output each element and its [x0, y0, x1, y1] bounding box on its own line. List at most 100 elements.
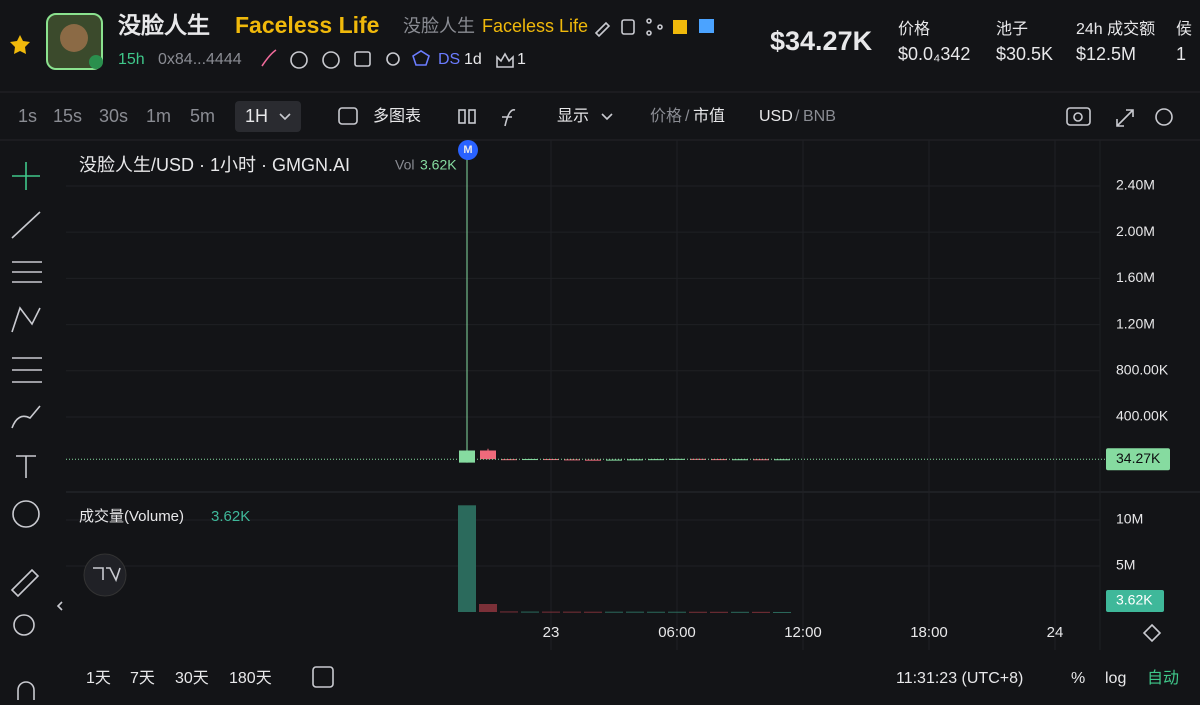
volume-bar [647, 611, 665, 613]
current-volume-box [1106, 590, 1164, 612]
log-toggle[interactable]: log [1105, 670, 1126, 687]
y-tick-label: 1.20M [1116, 315, 1155, 331]
active-interval-bg [235, 101, 301, 132]
candle-body [459, 450, 475, 463]
candle-body [648, 459, 664, 461]
stat-value: $30.5K [996, 44, 1053, 64]
clock: 11:31:23 (UTC+8) [896, 670, 1023, 687]
x-tick-label: 06:00 [658, 624, 696, 641]
range-button[interactable]: 7天 [130, 670, 155, 687]
price-toggle[interactable]: 价格 [650, 107, 682, 125]
volume-bar [521, 611, 539, 613]
vol-value: 3.62K [420, 157, 457, 173]
token-age: 15h [118, 51, 145, 68]
interval[interactable]: 15s [53, 106, 82, 126]
alt-name: 没脸人生 [403, 16, 475, 36]
event-marker-label: M [463, 144, 472, 156]
volume-bar [752, 611, 770, 613]
display-menu[interactable]: 显示 [557, 108, 589, 125]
tv-logo[interactable] [83, 553, 127, 597]
candle-body [606, 459, 622, 461]
candle-body [732, 459, 748, 461]
market-cap-toggle[interactable]: 市值 [693, 107, 725, 125]
candle-body [522, 459, 538, 461]
candle-body [669, 458, 685, 460]
contract-address[interactable]: 0x84...4444 [158, 51, 242, 68]
chart-legend: 没脸人生/USD · 1小时 · GMGN.AI [79, 155, 350, 175]
stat-label: 24h 成交额 [1076, 20, 1155, 38]
dropdown-arrow [279, 113, 291, 121]
candle-body [627, 459, 643, 461]
y-tick-label: 2.40M [1116, 177, 1155, 193]
ds-age: 1d [464, 51, 482, 68]
favorite-star[interactable] [10, 35, 30, 54]
x-tick-label: 23 [543, 624, 560, 641]
drawing-tools[interactable] [10, 162, 63, 700]
candle-body [501, 459, 517, 461]
candle-body [585, 459, 601, 461]
stat-value: $12.5M [1076, 44, 1136, 64]
range-button[interactable]: 1天 [86, 670, 111, 687]
tool-icons[interactable] [458, 109, 613, 127]
volume-title: 成交量(Volume) [79, 507, 184, 525]
add-icon[interactable] [338, 107, 358, 125]
interval[interactable]: 1s [18, 106, 37, 126]
event-marker[interactable] [458, 140, 478, 160]
range-button[interactable]: 180天 [229, 670, 272, 687]
y-tick-label: 1.60M [1116, 269, 1155, 285]
multi-chart[interactable]: 多图表 [373, 107, 421, 125]
percent-toggle[interactable]: % [1071, 670, 1085, 687]
alt-name-en: Faceless Life [482, 16, 588, 36]
x-tick-label: 18:00 [910, 624, 948, 641]
volume-bar [668, 611, 686, 613]
crown-icon [496, 52, 514, 68]
auto-toggle[interactable]: 自动 [1147, 669, 1179, 687]
volume-bar [542, 611, 560, 613]
stat-label: 池子 [996, 20, 1028, 38]
bnb-toggle[interactable]: BNB [803, 108, 836, 125]
candle-body [480, 450, 496, 460]
candle-body [564, 459, 580, 461]
avatar-face [60, 24, 88, 52]
volume-bar [479, 603, 497, 612]
volume-tick-label: 5M [1116, 557, 1135, 573]
volume-bar [626, 611, 644, 613]
interval[interactable]: 1m [146, 106, 171, 126]
interval[interactable]: 5m [190, 106, 215, 126]
volume-bar [605, 611, 623, 613]
avatar-badge [89, 55, 103, 69]
volume-bar [458, 505, 476, 612]
right-tools[interactable] [1066, 107, 1173, 127]
market-cap: $34.27K [770, 26, 873, 56]
x-tick-label: 12:00 [784, 624, 822, 641]
y-tick-label: 800.00K [1116, 361, 1169, 377]
active-interval[interactable]: 1H [245, 106, 268, 126]
slash: / [685, 108, 690, 125]
axis-settings[interactable] [1142, 623, 1162, 643]
token-name: 没脸人生 [118, 12, 210, 38]
header-icons[interactable] [594, 18, 714, 38]
range-button[interactable]: 30天 [175, 670, 209, 687]
crown-count: 1 [517, 51, 526, 68]
slash: / [795, 108, 800, 125]
link-icons[interactable] [261, 49, 430, 69]
volume-bar [710, 611, 728, 613]
volume-bar [731, 611, 749, 613]
candle-body [543, 459, 559, 461]
interval[interactable]: 30s [99, 106, 128, 126]
volume-bar [584, 611, 602, 613]
volume-bar [500, 611, 518, 613]
volume-bar [689, 611, 707, 613]
current-volume-label: 3.62K [1116, 592, 1153, 608]
usd-toggle[interactable]: USD [759, 108, 793, 125]
stat-value: 1 [1176, 44, 1186, 64]
current-price-box [1106, 448, 1170, 471]
stat-value: $0.0₄342 [898, 44, 970, 64]
tv-logo-mark [93, 567, 121, 583]
x-tick-label: 24 [1047, 624, 1064, 641]
calendar-icon[interactable] [312, 666, 334, 688]
vol-label: Vol [395, 157, 414, 173]
